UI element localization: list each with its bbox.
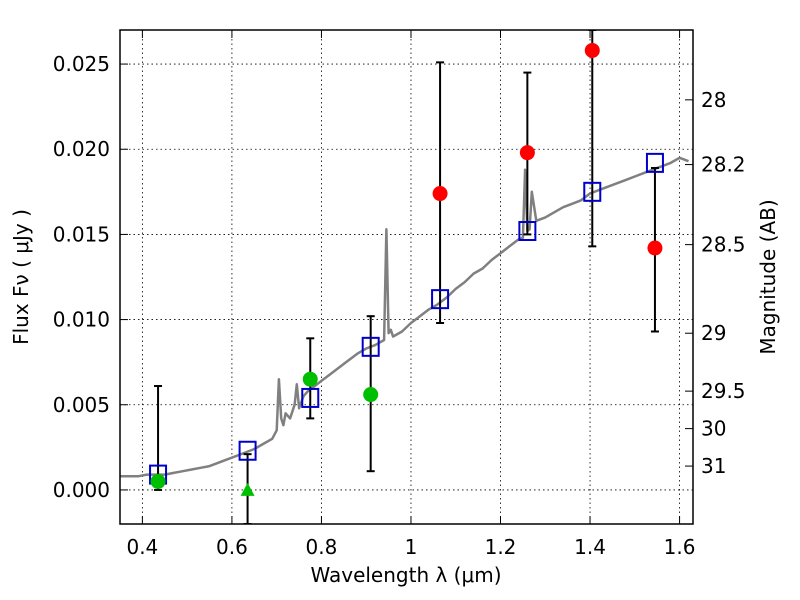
right-axis-label: Magnitude (AB) [756,199,780,354]
model-box-marker [583,181,602,202]
model-box-marker [301,387,320,408]
y-tick-label: 0.025 [53,52,110,76]
y-tick-label: 0.010 [53,308,110,332]
observed-red-marker [432,186,448,202]
y-tick-label: 0.020 [53,137,110,161]
x-tick-label: 1 [405,535,418,559]
observed-green-marker [363,387,379,403]
x-tick-label: 0.6 [216,535,248,559]
observed-red-marker [584,42,600,58]
model-box-marker [518,221,537,242]
y-tick-label: 0.015 [53,222,110,246]
tick-layer: 0.4 0.6 0.8 1 1.2 1.4 1.6 0.000 0.005 0.010 0.015 0… [53,30,746,559]
y-tick-label: 0.005 [53,393,110,417]
model-box-marker [645,152,664,173]
right-tick-label: 28.2 [701,153,746,177]
observed-green-marker [302,371,318,387]
grid-layer [120,30,693,524]
right-tick-label: 28.5 [701,233,746,257]
right-tick-label: 28 [701,88,726,112]
x-tick-label: 1.6 [664,535,696,559]
x-tick-label: 1.2 [485,535,517,559]
x-tick-label: 1.4 [574,535,606,559]
plot-area [120,30,689,524]
plot-frame [119,29,694,525]
observed-red-marker [647,240,663,256]
model-box-marker [238,440,257,461]
x-axis-label: Wavelength λ (μm) [310,563,501,587]
x-tick-label: 0.4 [126,535,158,559]
data-layer [120,30,689,524]
model-box-marker [431,289,450,310]
model-spectrum-line [120,156,689,478]
right-tick-label: 29.5 [701,379,746,403]
right-tick-label: 29 [701,321,726,345]
observed-green-marker [150,473,166,489]
y-axis-label: Flux Fν ( μJy ) [9,209,33,345]
x-tick-label: 0.8 [306,535,338,559]
right-tick-label: 31 [701,454,726,478]
y-tick-label: 0.000 [53,478,110,502]
observed-green-triangle-marker [240,482,255,496]
observed-red-marker [519,145,535,161]
model-box-marker [361,336,380,357]
right-tick-label: 30 [701,417,726,441]
